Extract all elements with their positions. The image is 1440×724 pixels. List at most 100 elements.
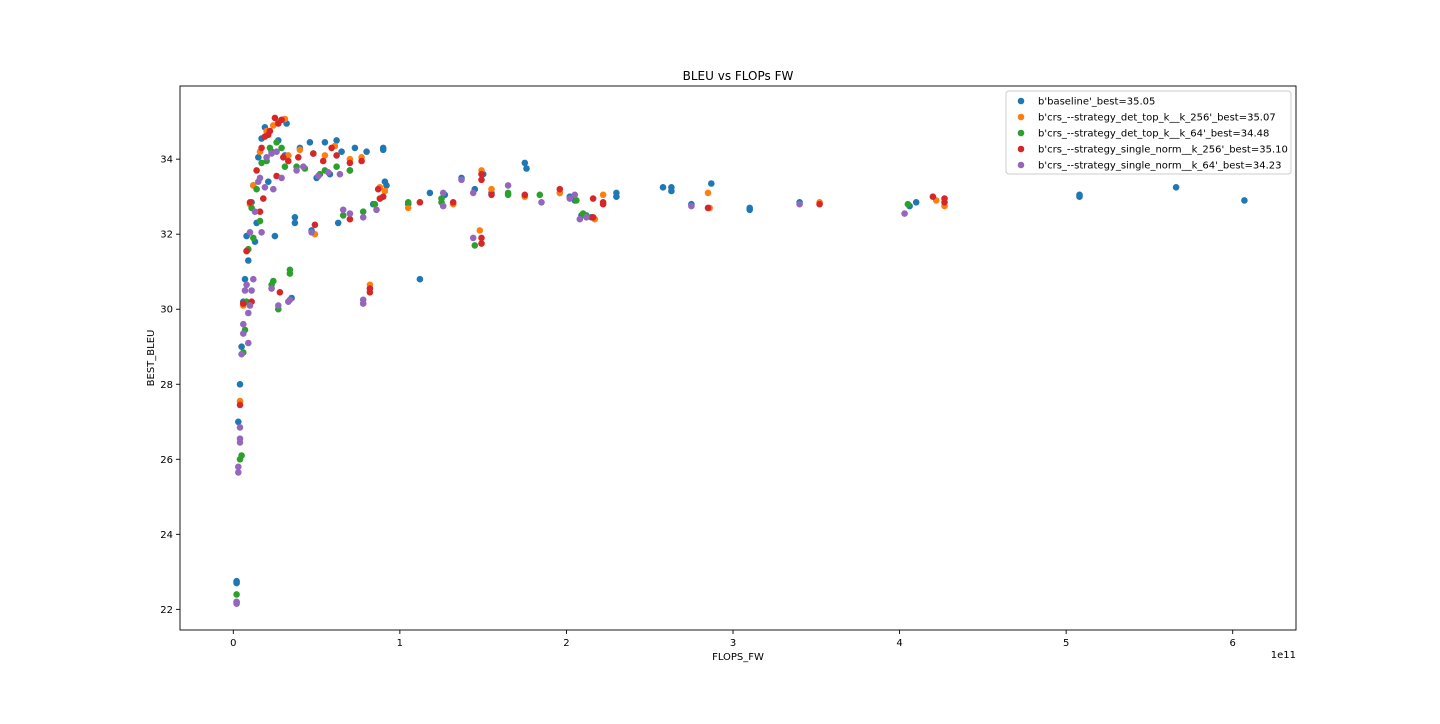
data-point: [256, 174, 264, 182]
data-point: [245, 339, 252, 347]
y-axis-label: BEST_BLEU: [146, 330, 157, 387]
data-point: [573, 197, 580, 204]
data-point: [339, 212, 347, 219]
data-point: [359, 214, 367, 221]
data-point: [929, 193, 937, 200]
data-point: [276, 289, 284, 296]
data-point: [404, 199, 412, 206]
data-point: [346, 159, 354, 167]
x-tick-label: 2: [563, 638, 569, 649]
data-point: [333, 137, 340, 144]
data-point: [236, 401, 244, 409]
data-point: [346, 167, 354, 174]
data-point: [381, 187, 389, 195]
data-point: [328, 144, 335, 152]
data-point: [293, 167, 300, 174]
data-point: [476, 227, 484, 234]
legend-label: b'crs_--strategy_det_top_k__k_64'_best=3…: [1038, 129, 1269, 140]
data-point: [688, 202, 695, 210]
data-point: [315, 172, 322, 180]
data-point: [253, 185, 260, 193]
data-point: [241, 275, 249, 283]
legend-marker: [1017, 145, 1025, 153]
data-point: [504, 182, 512, 189]
data-point: [366, 289, 374, 296]
data-point: [583, 214, 590, 221]
data-point: [346, 215, 354, 223]
data-point: [336, 170, 344, 178]
data-point: [278, 144, 285, 152]
y-tick-label: 24: [160, 530, 173, 541]
data-point: [478, 240, 485, 247]
data-point: [266, 127, 274, 135]
data-point: [371, 200, 379, 208]
data-point: [471, 242, 479, 249]
chart-title: BLEU vs FLOPs FW: [683, 69, 794, 83]
data-point: [261, 184, 269, 191]
axes-frame: [179, 85, 1297, 631]
data-point: [556, 185, 564, 193]
data-point: [258, 144, 265, 152]
data-point: [576, 215, 584, 223]
data-point: [236, 381, 244, 388]
data-point: [233, 600, 240, 607]
data-point: [333, 163, 340, 170]
data-point: [273, 139, 280, 146]
legend-marker: [1017, 113, 1025, 121]
legend-items: b'baseline'_best=35.05 b'crs_--strategy_d…: [1017, 97, 1288, 172]
data-point: [300, 163, 307, 170]
legend-label: b'crs_--strategy_single_norm__k_256'_bes…: [1038, 145, 1288, 156]
data-point: [659, 184, 667, 191]
data-point: [504, 189, 512, 197]
data-point: [816, 200, 823, 208]
data-point: [589, 195, 597, 202]
data-point: [478, 176, 485, 184]
data-point: [240, 320, 247, 328]
data-point: [458, 176, 465, 184]
data-point: [235, 418, 242, 426]
data-point: [379, 193, 387, 200]
series-4: [233, 148, 908, 607]
data-point: [310, 150, 317, 157]
data-point: [613, 193, 620, 200]
y-tick-label: 34: [160, 155, 173, 166]
data-point: [478, 170, 485, 178]
data-point: [363, 148, 370, 155]
y-tick-label: 30: [160, 305, 173, 316]
data-point: [416, 275, 424, 283]
x-ticks: 0 1 2 3 4 5 6: [230, 630, 1236, 649]
legend-marker: [1017, 161, 1025, 169]
data-point: [321, 139, 329, 146]
x-tick-label: 0: [230, 638, 236, 649]
data-point: [333, 152, 340, 159]
data-point: [941, 199, 948, 206]
data-point: [374, 185, 382, 193]
x-offset-text: 1e11: [1271, 650, 1296, 661]
data-point: [311, 221, 319, 229]
data-point: [1076, 191, 1083, 199]
data-point: [1172, 184, 1180, 191]
points-layer: [233, 114, 1248, 607]
data-point: [285, 157, 292, 165]
data-point: [566, 195, 574, 202]
data-point: [246, 229, 254, 236]
data-point: [383, 182, 390, 189]
x-tick-label: 1: [397, 638, 403, 649]
data-point: [258, 229, 265, 236]
x-tick-label: 4: [896, 638, 902, 649]
legend-label: b'crs_--strategy_det_top_k__k_256'_best=…: [1038, 113, 1276, 124]
data-point: [250, 275, 257, 283]
data-point: [270, 185, 277, 193]
data-point: [241, 287, 249, 294]
legend-box: [1005, 90, 1292, 175]
data-point: [246, 199, 254, 206]
data-point: [245, 309, 252, 317]
data-point: [238, 452, 245, 459]
legend-label: b'baseline'_best=35.05: [1038, 97, 1155, 108]
data-point: [286, 296, 294, 304]
x-tick-label: 5: [1063, 638, 1069, 649]
data-point: [271, 114, 279, 122]
data-point: [238, 343, 245, 351]
